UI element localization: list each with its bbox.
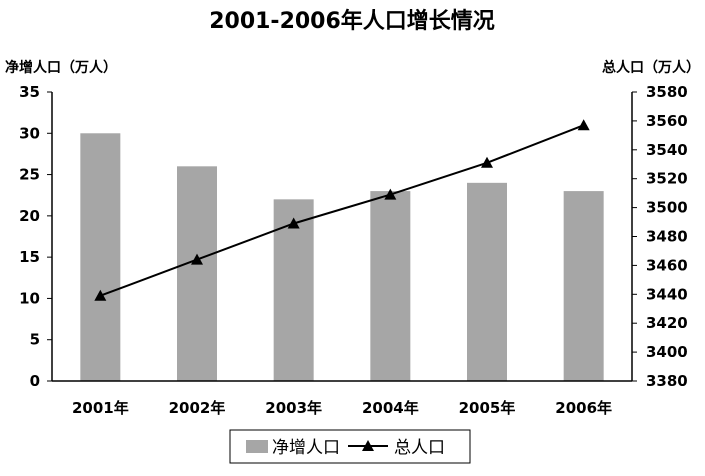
right-tick-label: 3480 — [646, 228, 688, 246]
bar-4 — [370, 191, 411, 381]
line-point-4 — [384, 188, 397, 200]
line-point-3 — [287, 217, 300, 229]
right-tick-label: 3460 — [646, 256, 688, 274]
left-tick-label: 20 — [19, 207, 40, 225]
line-point-2 — [191, 253, 203, 265]
right-tick-label: 3540 — [646, 141, 688, 159]
left-axis-title: 净增人口（万人） — [5, 59, 117, 76]
bar-2 — [177, 166, 217, 381]
legend-label-line: 总人口 — [394, 438, 445, 458]
left-tick-label: 30 — [19, 124, 40, 142]
right-tick-label: 3440 — [646, 285, 688, 303]
line-point-5 — [481, 156, 493, 168]
x-tick-label: 2005年 — [459, 399, 516, 417]
chart-title: 2001-2006年人口增长情况 — [209, 8, 495, 34]
left-tick-label: 35 — [19, 83, 40, 101]
left-tick-label: 15 — [19, 248, 40, 266]
right-tick-label: 3500 — [646, 199, 688, 217]
total-population-line — [99, 124, 585, 297]
x-tick-label: 2001年 — [72, 399, 129, 417]
right-tick-label: 3420 — [646, 314, 688, 332]
line-point-6 — [577, 119, 590, 131]
bar-6 — [563, 191, 604, 381]
right-tick-label: 3400 — [646, 343, 688, 361]
legend: 净增人口 总人口 — [229, 429, 471, 464]
plot-area: 0 5 10 15 20 25 30 35 3380 3400 3420 3440 3460 3480 35… — [19, 83, 688, 417]
legend-label-bar: 净增人口 — [272, 438, 340, 458]
left-tick-label: 5 — [30, 331, 40, 349]
x-tick-label: 2006年 — [555, 399, 612, 417]
left-tick-label: 10 — [19, 289, 40, 307]
line-point-1 — [94, 289, 107, 301]
bar-3 — [273, 199, 314, 381]
right-tick-label: 3520 — [646, 170, 688, 188]
left-tick-label: 0 — [30, 372, 40, 390]
legend-marker-triangle — [362, 440, 374, 451]
right-tick-label: 3380 — [646, 372, 688, 390]
x-tick-label: 2003年 — [265, 399, 322, 417]
right-axis-title: 总人口（万人） — [602, 59, 700, 76]
bar-5 — [467, 182, 507, 381]
x-tick-label: 2002年 — [169, 399, 226, 417]
bar-1 — [80, 133, 121, 381]
x-tick-label: 2004年 — [362, 399, 419, 417]
right-tick-label: 3580 — [646, 83, 688, 101]
right-tick-label: 3560 — [646, 112, 688, 130]
legend-swatch-bar — [246, 440, 268, 453]
left-tick-label: 25 — [19, 166, 40, 184]
